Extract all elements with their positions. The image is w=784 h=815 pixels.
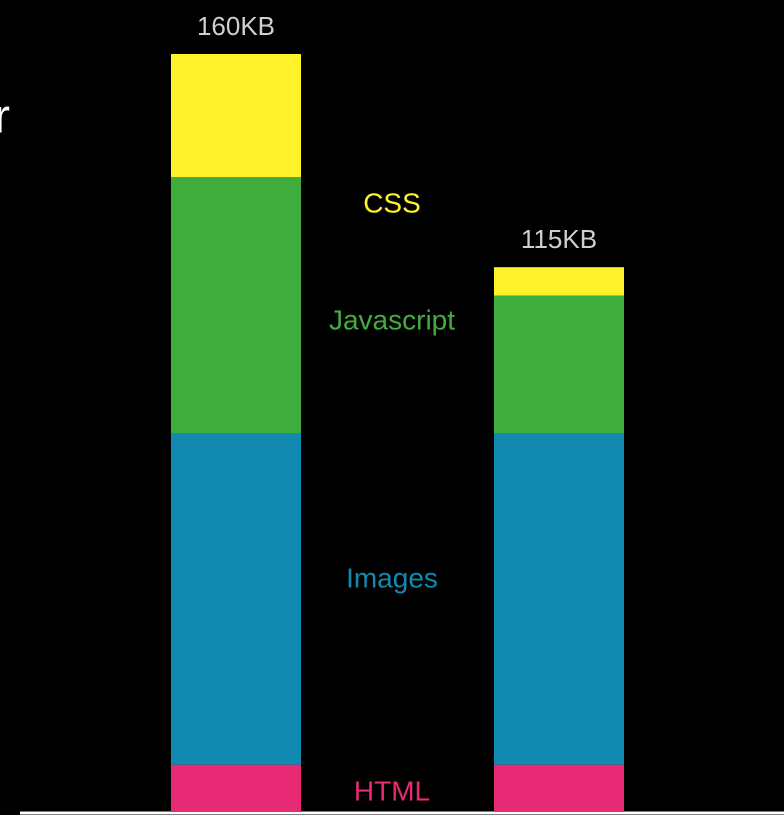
series-label: CSS [363, 187, 421, 218]
total-label: 160KB [197, 11, 275, 41]
total-label: 115KB [521, 224, 597, 254]
clipped-text: r [0, 91, 10, 144]
bar-segment [171, 433, 301, 765]
bar-segment [494, 433, 624, 765]
series-label: HTML [354, 775, 430, 806]
series-label: Javascript [329, 304, 455, 335]
bar-segment [171, 177, 301, 433]
bar-segment [494, 764, 624, 812]
bar-segment [171, 54, 301, 178]
bar-segment [494, 267, 624, 296]
series-label: Images [346, 562, 438, 593]
bar-segment [494, 295, 624, 433]
bar-segment [171, 764, 301, 812]
